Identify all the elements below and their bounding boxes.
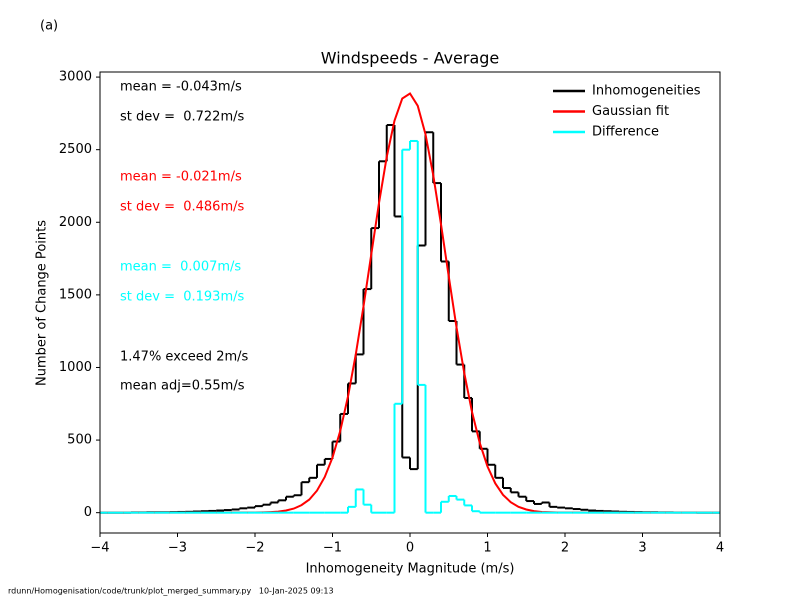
- annotation: mean = -0.021m/s: [120, 170, 242, 185]
- y-tick-label: 2500: [59, 142, 92, 157]
- x-tick-label: −2: [245, 541, 264, 556]
- annotation: mean = -0.043m/s: [120, 80, 242, 95]
- y-tick-label: 1500: [59, 287, 92, 302]
- annotation: st dev = 0.486m/s: [120, 200, 244, 215]
- y-tick-label: 500: [67, 433, 92, 448]
- annotation: st dev = 0.722m/s: [120, 110, 244, 125]
- annotation: mean = 0.007m/s: [120, 260, 241, 275]
- x-tick-label: −3: [168, 541, 187, 556]
- annotation: st dev = 0.193m/s: [120, 290, 244, 305]
- x-tick-label: 0: [406, 541, 414, 556]
- legend-label: Inhomogeneities: [592, 84, 701, 99]
- footer: rdunn/Homogenisation/code/trunk/plot_mer…: [8, 587, 334, 596]
- x-tick-label: 2: [561, 541, 569, 556]
- x-tick-label: 3: [638, 541, 646, 556]
- legend-label: Gaussian fit: [592, 104, 669, 119]
- fit-line: [99, 92, 721, 514]
- x-tick-label: 1: [483, 541, 491, 556]
- x-tick-label: −4: [90, 541, 109, 556]
- x-axis-label: Inhomogeneity Magnitude (m/s): [306, 562, 515, 577]
- plot-frame: [99, 71, 721, 534]
- panel-label: (a): [40, 19, 58, 34]
- y-axis-label: Number of Change Points: [35, 220, 50, 386]
- y-tick-label: 0: [84, 505, 92, 520]
- x-tick-label: 4: [716, 541, 724, 556]
- legend-label: Difference: [592, 125, 659, 140]
- chart-title: Windspeeds - Average: [321, 49, 500, 68]
- y-tick-label: 2000: [59, 215, 92, 230]
- y-tick-label: 1000: [59, 360, 92, 375]
- y-tick-label: 3000: [59, 70, 92, 85]
- annotation: 1.47% exceed 2m/s: [120, 350, 249, 365]
- x-tick-label: −1: [323, 541, 342, 556]
- annotation: mean adj=0.55m/s: [120, 379, 245, 394]
